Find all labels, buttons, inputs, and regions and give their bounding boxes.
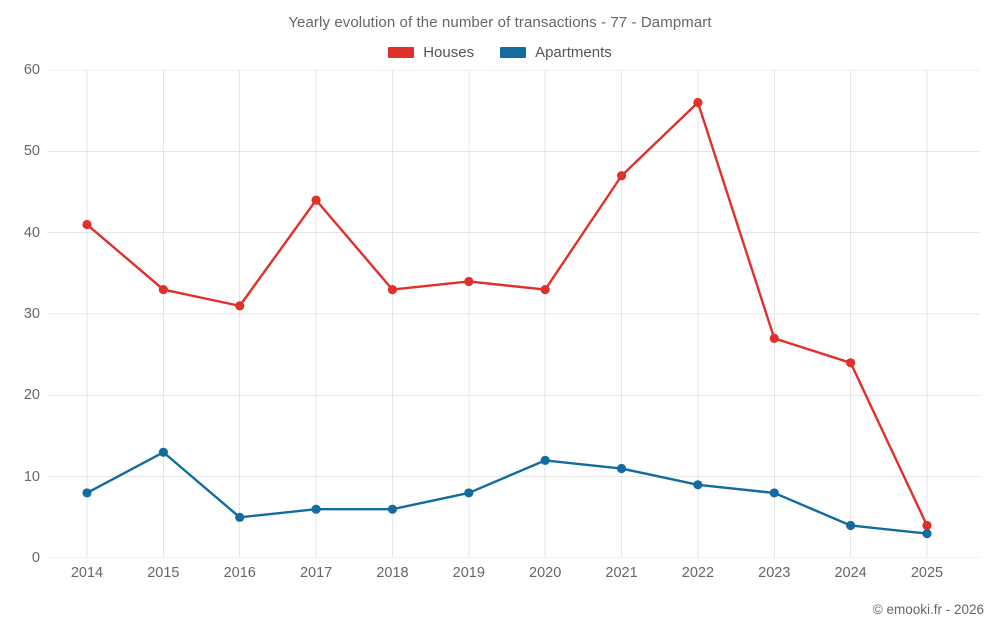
- chart-legend: Houses Apartments: [0, 44, 1000, 61]
- x-tick-label: 2014: [70, 565, 104, 581]
- data-point-apartments[interactable]: Apartments 2017: 6: [311, 504, 321, 514]
- legend-label-houses: Houses: [423, 44, 475, 61]
- x-tick-label: 2025: [910, 565, 944, 581]
- x-tick-label: 2019: [452, 565, 485, 581]
- y-tick-label: 40: [23, 224, 40, 241]
- x-tick-label: 2023: [758, 565, 791, 581]
- x-tick-label: 2020: [529, 565, 562, 581]
- footer-credit: © emooki.fr - 2026: [872, 602, 984, 617]
- series-line-houses: [85, 101, 929, 527]
- x-tick-label: 2015: [147, 565, 180, 581]
- data-point-apartments[interactable]: Apartments 2020: 12: [540, 455, 550, 465]
- data-point-apartments[interactable]: Apartments 2021: 11: [616, 463, 627, 474]
- data-point-apartments[interactable]: Apartments 2022: 9: [693, 480, 703, 490]
- data-point-houses[interactable]: Houses 2017: 44: [311, 195, 321, 205]
- x-tick-label: 2022: [681, 565, 715, 581]
- x-tick-label: 2024: [834, 565, 867, 581]
- data-point-apartments[interactable]: Apartments 2023: 8: [769, 488, 779, 498]
- data-point-houses[interactable]: Houses 2025: 4: [922, 520, 932, 531]
- data-point-apartments[interactable]: Apartments 2024: 4: [846, 520, 856, 531]
- y-tick-label: 20: [23, 387, 40, 404]
- x-tick-label: 2016: [223, 565, 256, 581]
- data-point-houses[interactable]: Houses 2016: 31: [235, 301, 245, 311]
- legend-item-apartments[interactable]: Apartments: [500, 44, 612, 61]
- y-axis: 0 10 20 30 40 50 60: [0, 0, 40, 625]
- data-point-apartments[interactable]: Apartments 2018: 6: [387, 504, 398, 514]
- series-line-apartments: [85, 451, 929, 535]
- y-tick-label: 10: [23, 468, 40, 485]
- data-point-apartments[interactable]: Apartments 2016: 5: [235, 512, 245, 522]
- y-tick-label: 60: [23, 62, 40, 78]
- data-point-houses[interactable]: Houses 2023: 27: [769, 333, 779, 343]
- legend-label-apartments: Apartments: [535, 44, 612, 61]
- data-point-houses[interactable]: Houses 2024: 24: [846, 358, 856, 368]
- data-point-houses[interactable]: Houses 2019: 34: [464, 276, 474, 287]
- data-point-apartments[interactable]: Apartments 2015: 13: [158, 447, 168, 457]
- y-tick-label: 50: [23, 143, 40, 160]
- data-point-apartments[interactable]: Apartments 2025: 3: [922, 529, 932, 539]
- data-point-apartments[interactable]: Apartments 2019: 8: [464, 488, 474, 498]
- y-tick-label: 0: [31, 550, 40, 566]
- data-point-houses[interactable]: Houses 2018: 33: [387, 285, 398, 295]
- data-point-houses[interactable]: Houses 2014: 41: [82, 219, 92, 230]
- x-tick-label: 2021: [605, 565, 638, 581]
- data-point-houses[interactable]: Houses 2022: 56: [693, 97, 703, 108]
- legend-item-houses[interactable]: Houses: [388, 44, 474, 61]
- data-point-houses[interactable]: Houses 2015: 33: [158, 285, 168, 295]
- legend-swatch-houses: [388, 47, 415, 58]
- data-point-apartments[interactable]: Apartments 2014: 8: [82, 488, 92, 498]
- plot-area: Houses 2014: 41 Houses 2015: 33 Houses 201…: [47, 70, 980, 558]
- data-point-houses[interactable]: Houses 2021: 47: [616, 171, 627, 181]
- chart-title: Yearly evolution of the number of transa…: [288, 14, 712, 31]
- data-point-houses[interactable]: Houses 2020: 33: [540, 285, 550, 295]
- x-tick-label: 2017: [299, 565, 333, 581]
- y-tick-label: 30: [23, 306, 40, 322]
- legend-swatch-apartments: [500, 47, 527, 58]
- x-tick-label: 2018: [376, 565, 409, 581]
- plot-svg: Houses 2014: 41 Houses 2015: 33 Houses 201…: [47, 70, 980, 558]
